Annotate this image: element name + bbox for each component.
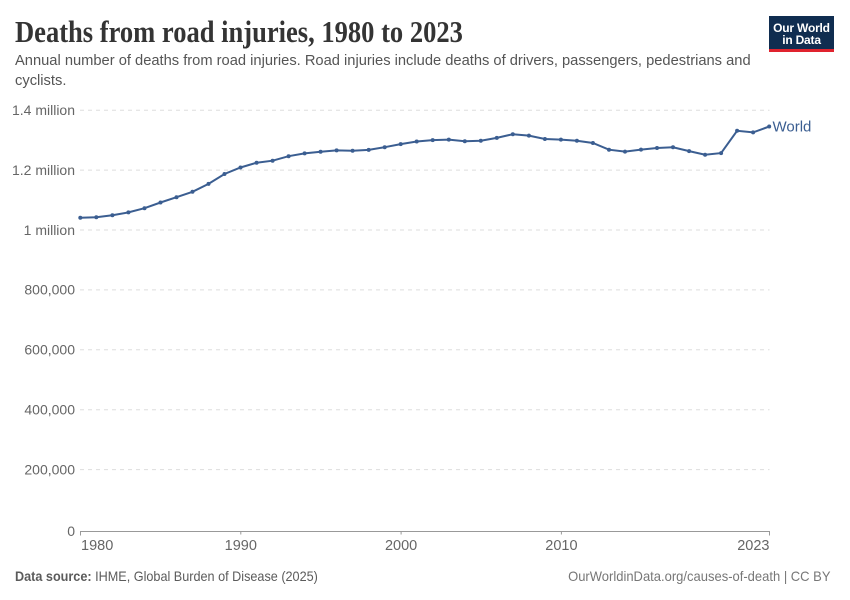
svg-text:2000: 2000 [385, 538, 417, 554]
svg-text:1990: 1990 [225, 538, 257, 554]
svg-text:1 million: 1 million [24, 222, 75, 238]
svg-text:World: World [773, 119, 812, 136]
svg-text:1980: 1980 [81, 538, 113, 554]
svg-text:400,000: 400,000 [24, 402, 75, 418]
svg-text:600,000: 600,000 [24, 342, 75, 358]
svg-text:2010: 2010 [545, 538, 577, 554]
svg-text:1.2 million: 1.2 million [12, 162, 75, 178]
svg-text:800,000: 800,000 [24, 282, 75, 298]
svg-text:200,000: 200,000 [24, 461, 75, 477]
svg-text:2023: 2023 [737, 538, 769, 554]
svg-text:1.4 million: 1.4 million [12, 102, 75, 118]
svg-text:0: 0 [67, 523, 75, 539]
